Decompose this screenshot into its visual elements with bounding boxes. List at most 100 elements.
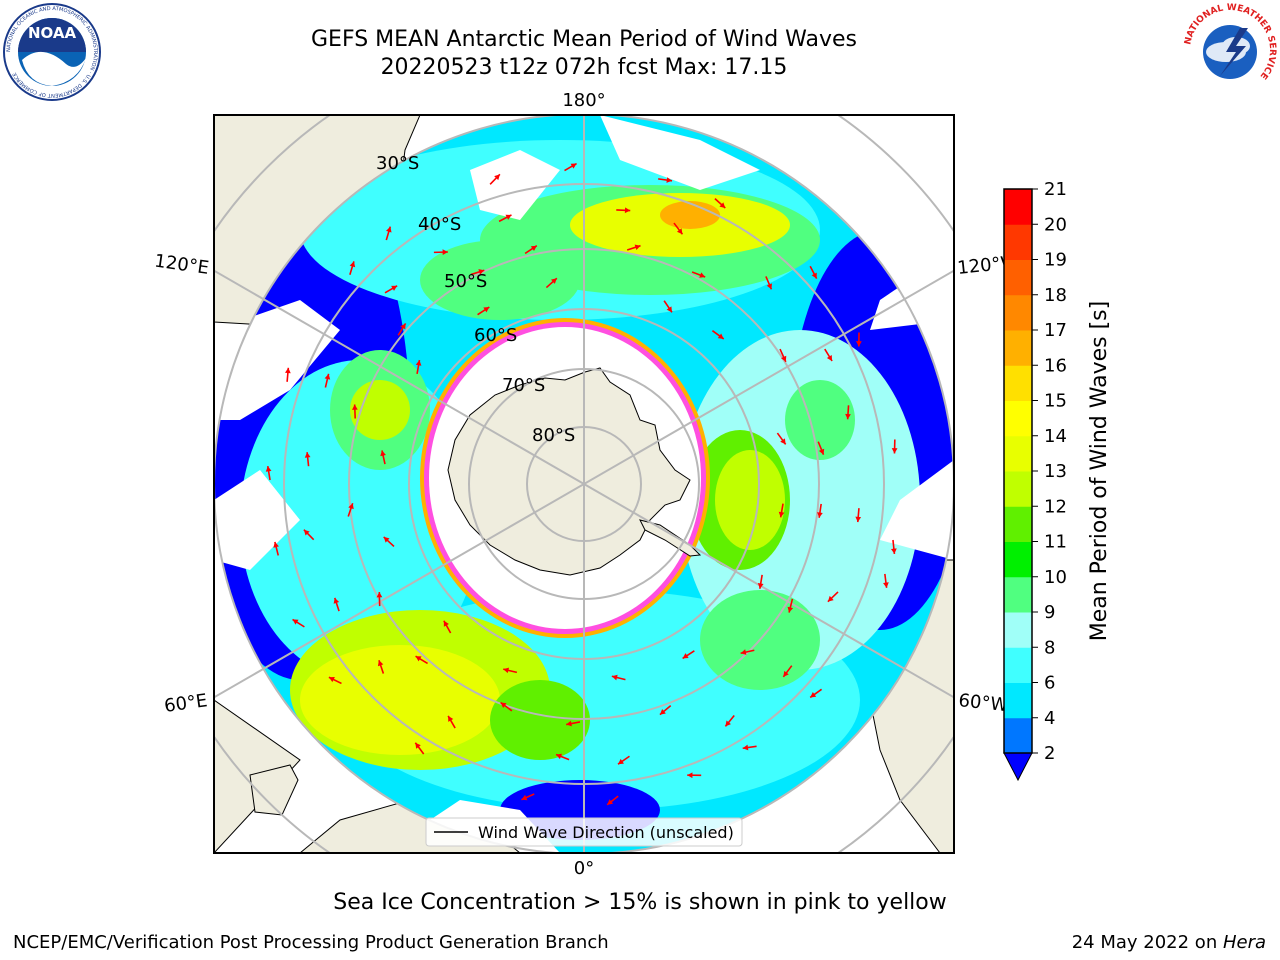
wind-arrow-icon xyxy=(717,333,724,339)
wind-arrow-icon xyxy=(351,404,358,410)
wind-arrow-icon xyxy=(617,758,624,765)
nws-logo-icon: NATIONAL WEATHER SERVICE xyxy=(1182,2,1278,98)
wind-arrow-icon xyxy=(415,656,422,662)
colorbar-segment xyxy=(1004,682,1032,719)
colorbar-segment xyxy=(1004,471,1032,507)
wind-arrow-icon xyxy=(483,307,490,313)
noaa-logo-text: NOAA xyxy=(28,24,77,42)
wind-arrow-icon xyxy=(810,692,817,698)
wind-arrow-icon xyxy=(380,450,386,457)
colorbar-tick-label: 13 xyxy=(1044,461,1067,482)
wind-arrow-icon xyxy=(699,272,706,278)
colorbar-tick-label: 8 xyxy=(1044,637,1055,658)
colorbar-tick-label: 18 xyxy=(1044,285,1067,306)
colorbar-segment xyxy=(1004,365,1032,401)
map-panel xyxy=(214,115,954,853)
wind-arrow-icon xyxy=(530,245,537,252)
colorbar-segment xyxy=(1004,612,1032,648)
wind-arrow-icon xyxy=(442,249,448,256)
colorbar-tick-label: 2 xyxy=(1044,743,1055,764)
colorbar-segment xyxy=(1004,294,1032,331)
wind-arrow-icon xyxy=(742,744,749,751)
wind-arrow-icon xyxy=(719,202,726,209)
wind-arrow-icon xyxy=(478,269,485,275)
chart-title: GEFS MEAN Antarctic Mean Period of Wind … xyxy=(311,27,857,52)
land-madagascar xyxy=(249,764,299,816)
lon-label-180: 180° xyxy=(562,90,605,111)
wind-arrow-icon xyxy=(740,649,747,655)
wind-arrow-icon xyxy=(386,226,392,233)
colorbar-ticks: 2 4 6 8 9 10 11 12 13 14 15 16 17 18 19 20 21 xyxy=(1032,179,1067,764)
wind-arrow-icon xyxy=(377,660,384,667)
footer-date: 24 May 2022 on Hera xyxy=(1072,932,1266,953)
colorbar-tick-label: 9 xyxy=(1044,602,1055,623)
sea-ice-caption: Sea Ice Concentration > 15% is shown in … xyxy=(333,890,947,915)
colorbar-tick-label: 4 xyxy=(1044,708,1055,729)
wind-arrow-icon xyxy=(570,163,577,169)
lon-label-60e: 60°E xyxy=(163,690,209,717)
colorbar-segment xyxy=(1004,224,1032,260)
wind-arrow-icon xyxy=(780,438,786,445)
lat-label-70s: 70°S xyxy=(502,375,545,396)
colorbar-segment xyxy=(1004,506,1032,542)
colorbar-segment xyxy=(1004,647,1032,683)
footer-date-text: 24 May 2022 on xyxy=(1071,932,1223,953)
map-legend: Wind Wave Direction (unscaled) xyxy=(425,817,743,847)
wind-arrow-icon xyxy=(624,207,631,214)
wind-arrow-icon xyxy=(607,799,614,805)
colorbar-segment xyxy=(1004,717,1032,754)
wind-arrow-icon xyxy=(505,214,512,220)
wind-arrow-icon xyxy=(845,413,851,420)
land-antarctica xyxy=(447,367,691,576)
wind-arrow-icon xyxy=(556,753,563,760)
lon-label-0: 0° xyxy=(574,858,594,879)
colorbar-segment xyxy=(1004,259,1032,296)
wind-arrow-icon xyxy=(448,715,454,722)
wind-arrow-icon xyxy=(304,452,311,458)
wind-arrow-icon xyxy=(778,511,785,518)
colorbar-tick-label: 6 xyxy=(1044,673,1055,694)
wind-arrow-icon xyxy=(666,177,673,183)
wind-arrow-icon xyxy=(391,285,398,291)
wind-arrow-icon xyxy=(292,619,299,625)
wind-arrow-icon xyxy=(766,283,772,290)
colorbar-tick-label: 15 xyxy=(1044,391,1067,412)
footer-branch: NCEP/EMC/Verification Post Processing Pr… xyxy=(13,932,609,953)
wind-arrow-icon xyxy=(855,516,862,523)
wind-arrow-icon xyxy=(818,448,825,455)
wind-arrow-icon xyxy=(443,620,449,627)
wind-arrow-icon xyxy=(676,228,683,235)
wind-arrow-icon xyxy=(349,261,356,268)
wind-arrow-icon xyxy=(503,667,510,674)
wind-arrow-icon xyxy=(666,306,672,313)
colorbar: 2 4 6 8 9 10 11 12 13 14 15 16 17 18 19 20 21 Mean Perio… xyxy=(1003,179,1112,782)
lon-label-120e: 120°E xyxy=(153,251,210,279)
wind-arrow-icon xyxy=(781,355,787,362)
map-frame xyxy=(213,114,955,854)
colorbar-label: Mean Period of Wind Waves [s] xyxy=(1087,301,1112,641)
wind-arrow-icon xyxy=(303,529,310,536)
colorbar-tick-label: 10 xyxy=(1044,567,1067,588)
wind-wave-arrows xyxy=(265,162,898,806)
lat-label-60s: 60°S xyxy=(474,325,517,346)
wind-arrow-icon xyxy=(415,360,422,366)
wind-arrow-icon xyxy=(611,674,618,681)
lon-label-60w: 60°W xyxy=(957,690,1009,716)
colorbar-tick-label: 20 xyxy=(1044,214,1067,235)
colorbar-tick-label: 12 xyxy=(1044,496,1067,517)
wind-arrow-icon xyxy=(891,548,897,554)
wind-arrow-icon xyxy=(826,355,833,362)
wind-arrow-icon xyxy=(494,174,500,181)
wind-arrow-icon xyxy=(566,720,572,727)
wind-arrow-icon xyxy=(827,595,834,602)
wind-arrow-icon xyxy=(383,536,390,543)
lat-label-40s: 40°S xyxy=(418,214,461,235)
colorbar-tick-label: 21 xyxy=(1044,179,1067,200)
lat-label-30s: 30°S xyxy=(376,153,419,174)
wind-arrow-icon xyxy=(328,676,335,683)
wind-arrow-icon xyxy=(333,597,340,604)
footer-machine: Hera xyxy=(1222,932,1266,953)
wind-arrow-icon xyxy=(757,583,764,589)
wind-arrow-icon xyxy=(659,709,666,715)
wind-arrow-icon xyxy=(285,367,291,374)
